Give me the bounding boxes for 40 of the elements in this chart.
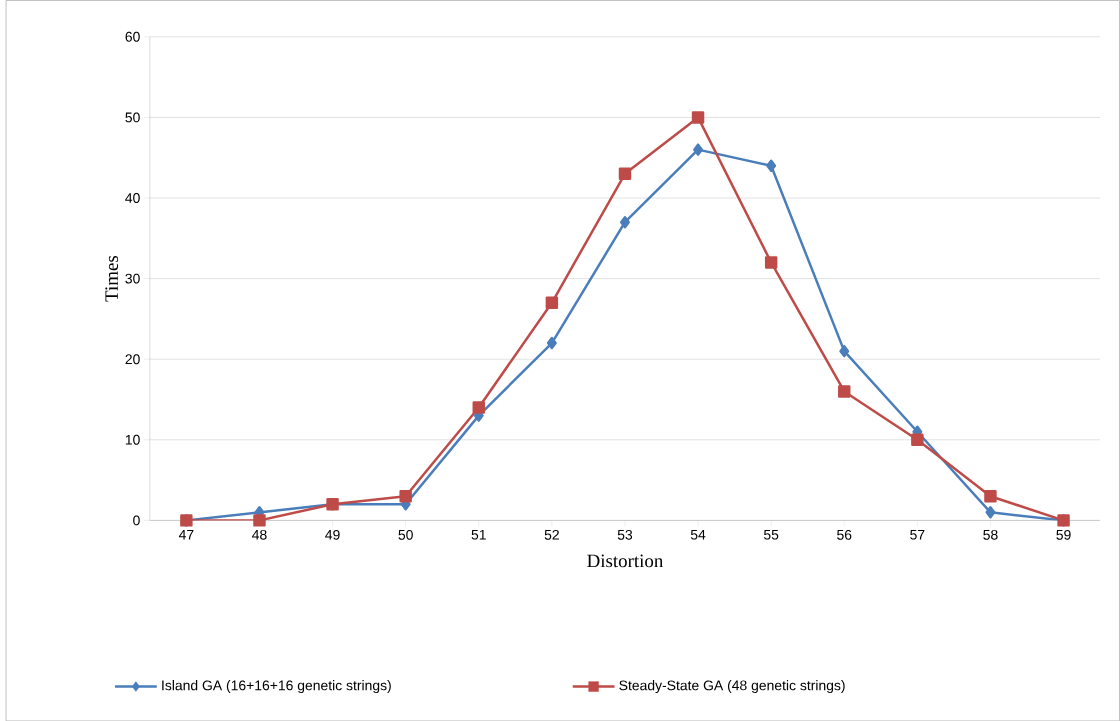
legend-label: Island GA (16+16+16 genetic strings) bbox=[162, 679, 391, 693]
point bbox=[985, 505, 996, 519]
point bbox=[911, 433, 924, 446]
x-tick-label: 54 bbox=[690, 529, 706, 540]
x-tick-label: 48 bbox=[252, 529, 267, 540]
point bbox=[839, 344, 850, 358]
point bbox=[984, 489, 997, 503]
x-tick-label: 52 bbox=[544, 529, 559, 540]
x-tick-label: 55 bbox=[763, 529, 779, 540]
x-tick-label: 49 bbox=[325, 529, 340, 540]
point bbox=[838, 385, 851, 398]
x-tick-label: 50 bbox=[398, 529, 413, 540]
y-tick-label: 40 bbox=[125, 192, 140, 203]
x-tick-label: 58 bbox=[983, 529, 998, 540]
x-axis-title: Distortion bbox=[587, 554, 664, 568]
y-tick-label: 60 bbox=[125, 31, 140, 42]
y-tick-label: 30 bbox=[125, 273, 140, 284]
y-tick-label: 10 bbox=[125, 434, 140, 445]
point bbox=[693, 143, 704, 156]
y-tick-label: 50 bbox=[125, 112, 140, 123]
x-tick-label: 59 bbox=[1056, 529, 1071, 540]
y-axis-title: Times bbox=[105, 255, 119, 302]
point bbox=[545, 296, 559, 309]
legend-label: Steady-State GA (48 genetic strings) bbox=[619, 679, 845, 693]
point bbox=[618, 167, 632, 180]
y-tick-label: 20 bbox=[125, 354, 140, 364]
x-tick-label: 57 bbox=[910, 529, 925, 540]
point bbox=[619, 215, 630, 229]
point bbox=[546, 336, 557, 350]
point bbox=[764, 256, 778, 269]
x-tick-label: 56 bbox=[837, 529, 852, 540]
x-tick-label: 47 bbox=[178, 529, 194, 540]
point bbox=[691, 110, 705, 124]
point bbox=[766, 159, 777, 172]
y-tick-label: 0 bbox=[133, 515, 140, 526]
point bbox=[253, 513, 266, 527]
x-tick-label: 51 bbox=[471, 529, 486, 540]
point bbox=[399, 489, 412, 503]
point bbox=[472, 401, 485, 414]
x-tick-label: 53 bbox=[617, 529, 633, 540]
